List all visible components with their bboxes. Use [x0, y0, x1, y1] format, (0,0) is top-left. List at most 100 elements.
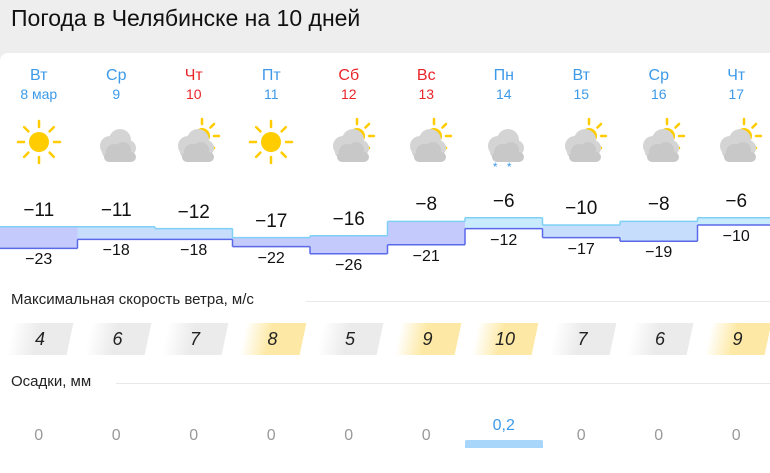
temp-range-bar [465, 218, 543, 229]
day-of-week: Ср [620, 67, 698, 85]
partly-cloudy-icon [543, 116, 621, 176]
wind-speed-chip: 5 [320, 323, 380, 355]
wind-speed-chip: 4 [10, 323, 70, 355]
wind-value: 7 [190, 329, 200, 350]
sun-icon [13, 116, 65, 168]
precip-value: 0 [388, 427, 466, 445]
sun-icon [245, 116, 297, 168]
cloudy-icon [90, 116, 142, 168]
precip-value: 0 [233, 427, 311, 445]
temp-max: −11 [0, 200, 78, 222]
wind-speed-chip: 7 [553, 323, 613, 355]
precip-value: 0 [698, 427, 770, 445]
partly-cloudy-icon [710, 116, 762, 168]
temp-range-bar [310, 236, 388, 254]
sun-icon [233, 116, 311, 176]
wind-speed-chip: 9 [398, 323, 458, 355]
precip-section-label: Осадки, мм [11, 373, 91, 390]
partly-cloudy-icon [400, 116, 452, 168]
temp-min: −18 [155, 242, 233, 260]
precip-value: 0,2 [465, 417, 543, 435]
partly-cloudy-icon [555, 116, 607, 168]
wind-speed-chip: 6 [630, 323, 690, 355]
day-date: 11 [233, 86, 311, 102]
temp-range-bar [155, 229, 233, 240]
temp-range-bar [388, 221, 466, 244]
forecast-card: Максимальная скорость ветра, м/с Осадки,… [0, 53, 770, 473]
day-date: 14 [465, 86, 543, 102]
wind-speed-chip: 7 [165, 323, 225, 355]
day-date: 10 [155, 86, 233, 102]
temp-max: −11 [78, 200, 156, 222]
partly-cloudy-icon [168, 116, 220, 168]
day-date: 13 [388, 86, 466, 102]
day-of-week: Вс [388, 67, 466, 85]
partly-cloudy-icon [620, 116, 698, 176]
temp-max: −16 [310, 209, 388, 231]
day-date: 8 мар [0, 86, 78, 102]
temp-min: −26 [310, 257, 388, 275]
wind-speed-chip: 9 [708, 323, 768, 355]
temp-min: −22 [233, 250, 311, 268]
precip-value: 0 [78, 427, 156, 445]
temp-min: −19 [620, 244, 698, 262]
temp-min: −23 [0, 251, 78, 269]
wind-value: 7 [577, 329, 587, 350]
day-of-week: Чт [155, 67, 233, 85]
temp-min: −12 [465, 232, 543, 250]
precip-value: 0 [310, 427, 388, 445]
temp-min: −17 [543, 241, 621, 259]
precip-value: 0 [0, 427, 78, 445]
wind-value: 5 [345, 329, 355, 350]
day-of-week: Вт [0, 67, 78, 85]
temp-range-bar [620, 221, 698, 241]
day-date: 15 [543, 86, 621, 102]
snow-icon: * * [465, 160, 543, 174]
day-of-week: Чт [698, 67, 770, 85]
temp-max: −8 [388, 194, 466, 216]
day-of-week: Сб [310, 67, 388, 85]
temp-max: −8 [620, 194, 698, 216]
temp-range-bar [698, 218, 770, 225]
partly-cloudy-icon [155, 116, 233, 176]
day-of-week: Вт [543, 67, 621, 85]
temp-max: −10 [543, 198, 621, 220]
partly-cloudy-icon [633, 116, 685, 168]
precip-value: 0 [620, 427, 698, 445]
day-of-week: Пт [233, 67, 311, 85]
temp-min: −10 [698, 228, 770, 246]
wind-speed-chip: 10 [475, 323, 535, 355]
wind-value: 6 [112, 329, 122, 350]
page-title: Погода в Челябинске на 10 дней [11, 5, 360, 32]
day-date: 9 [78, 86, 156, 102]
wind-speed-chip: 6 [88, 323, 148, 355]
temp-min: −18 [78, 242, 156, 260]
wind-value: 6 [655, 329, 665, 350]
partly-cloudy-icon [388, 116, 466, 176]
wind-value: 9 [732, 329, 742, 350]
wind-section-label: Максимальная скорость ветра, м/с [11, 291, 254, 308]
temp-range-bar [0, 227, 78, 249]
wind-value: 10 [495, 329, 515, 350]
day-date: 12 [310, 86, 388, 102]
temp-range-bar [78, 227, 156, 240]
cloudy-icon [78, 116, 156, 176]
sun-icon [0, 116, 78, 176]
partly-cloudy-icon [698, 116, 770, 176]
temp-max: −6 [465, 191, 543, 213]
temp-max: −12 [155, 202, 233, 224]
temp-range-bar [233, 238, 311, 247]
divider [306, 301, 770, 302]
day-of-week: Пн [465, 67, 543, 85]
precip-value: 0 [155, 427, 233, 445]
wind-value: 8 [267, 329, 277, 350]
temp-min: −21 [388, 248, 466, 266]
day-of-week: Ср [78, 67, 156, 85]
partly-cloudy-icon [310, 116, 388, 176]
divider [116, 383, 770, 384]
cloudy-snow-icon: * * [465, 116, 543, 176]
temp-max: −17 [233, 211, 311, 233]
wind-speed-chip: 8 [243, 323, 303, 355]
day-date: 16 [620, 86, 698, 102]
precip-value: 0 [543, 427, 621, 445]
